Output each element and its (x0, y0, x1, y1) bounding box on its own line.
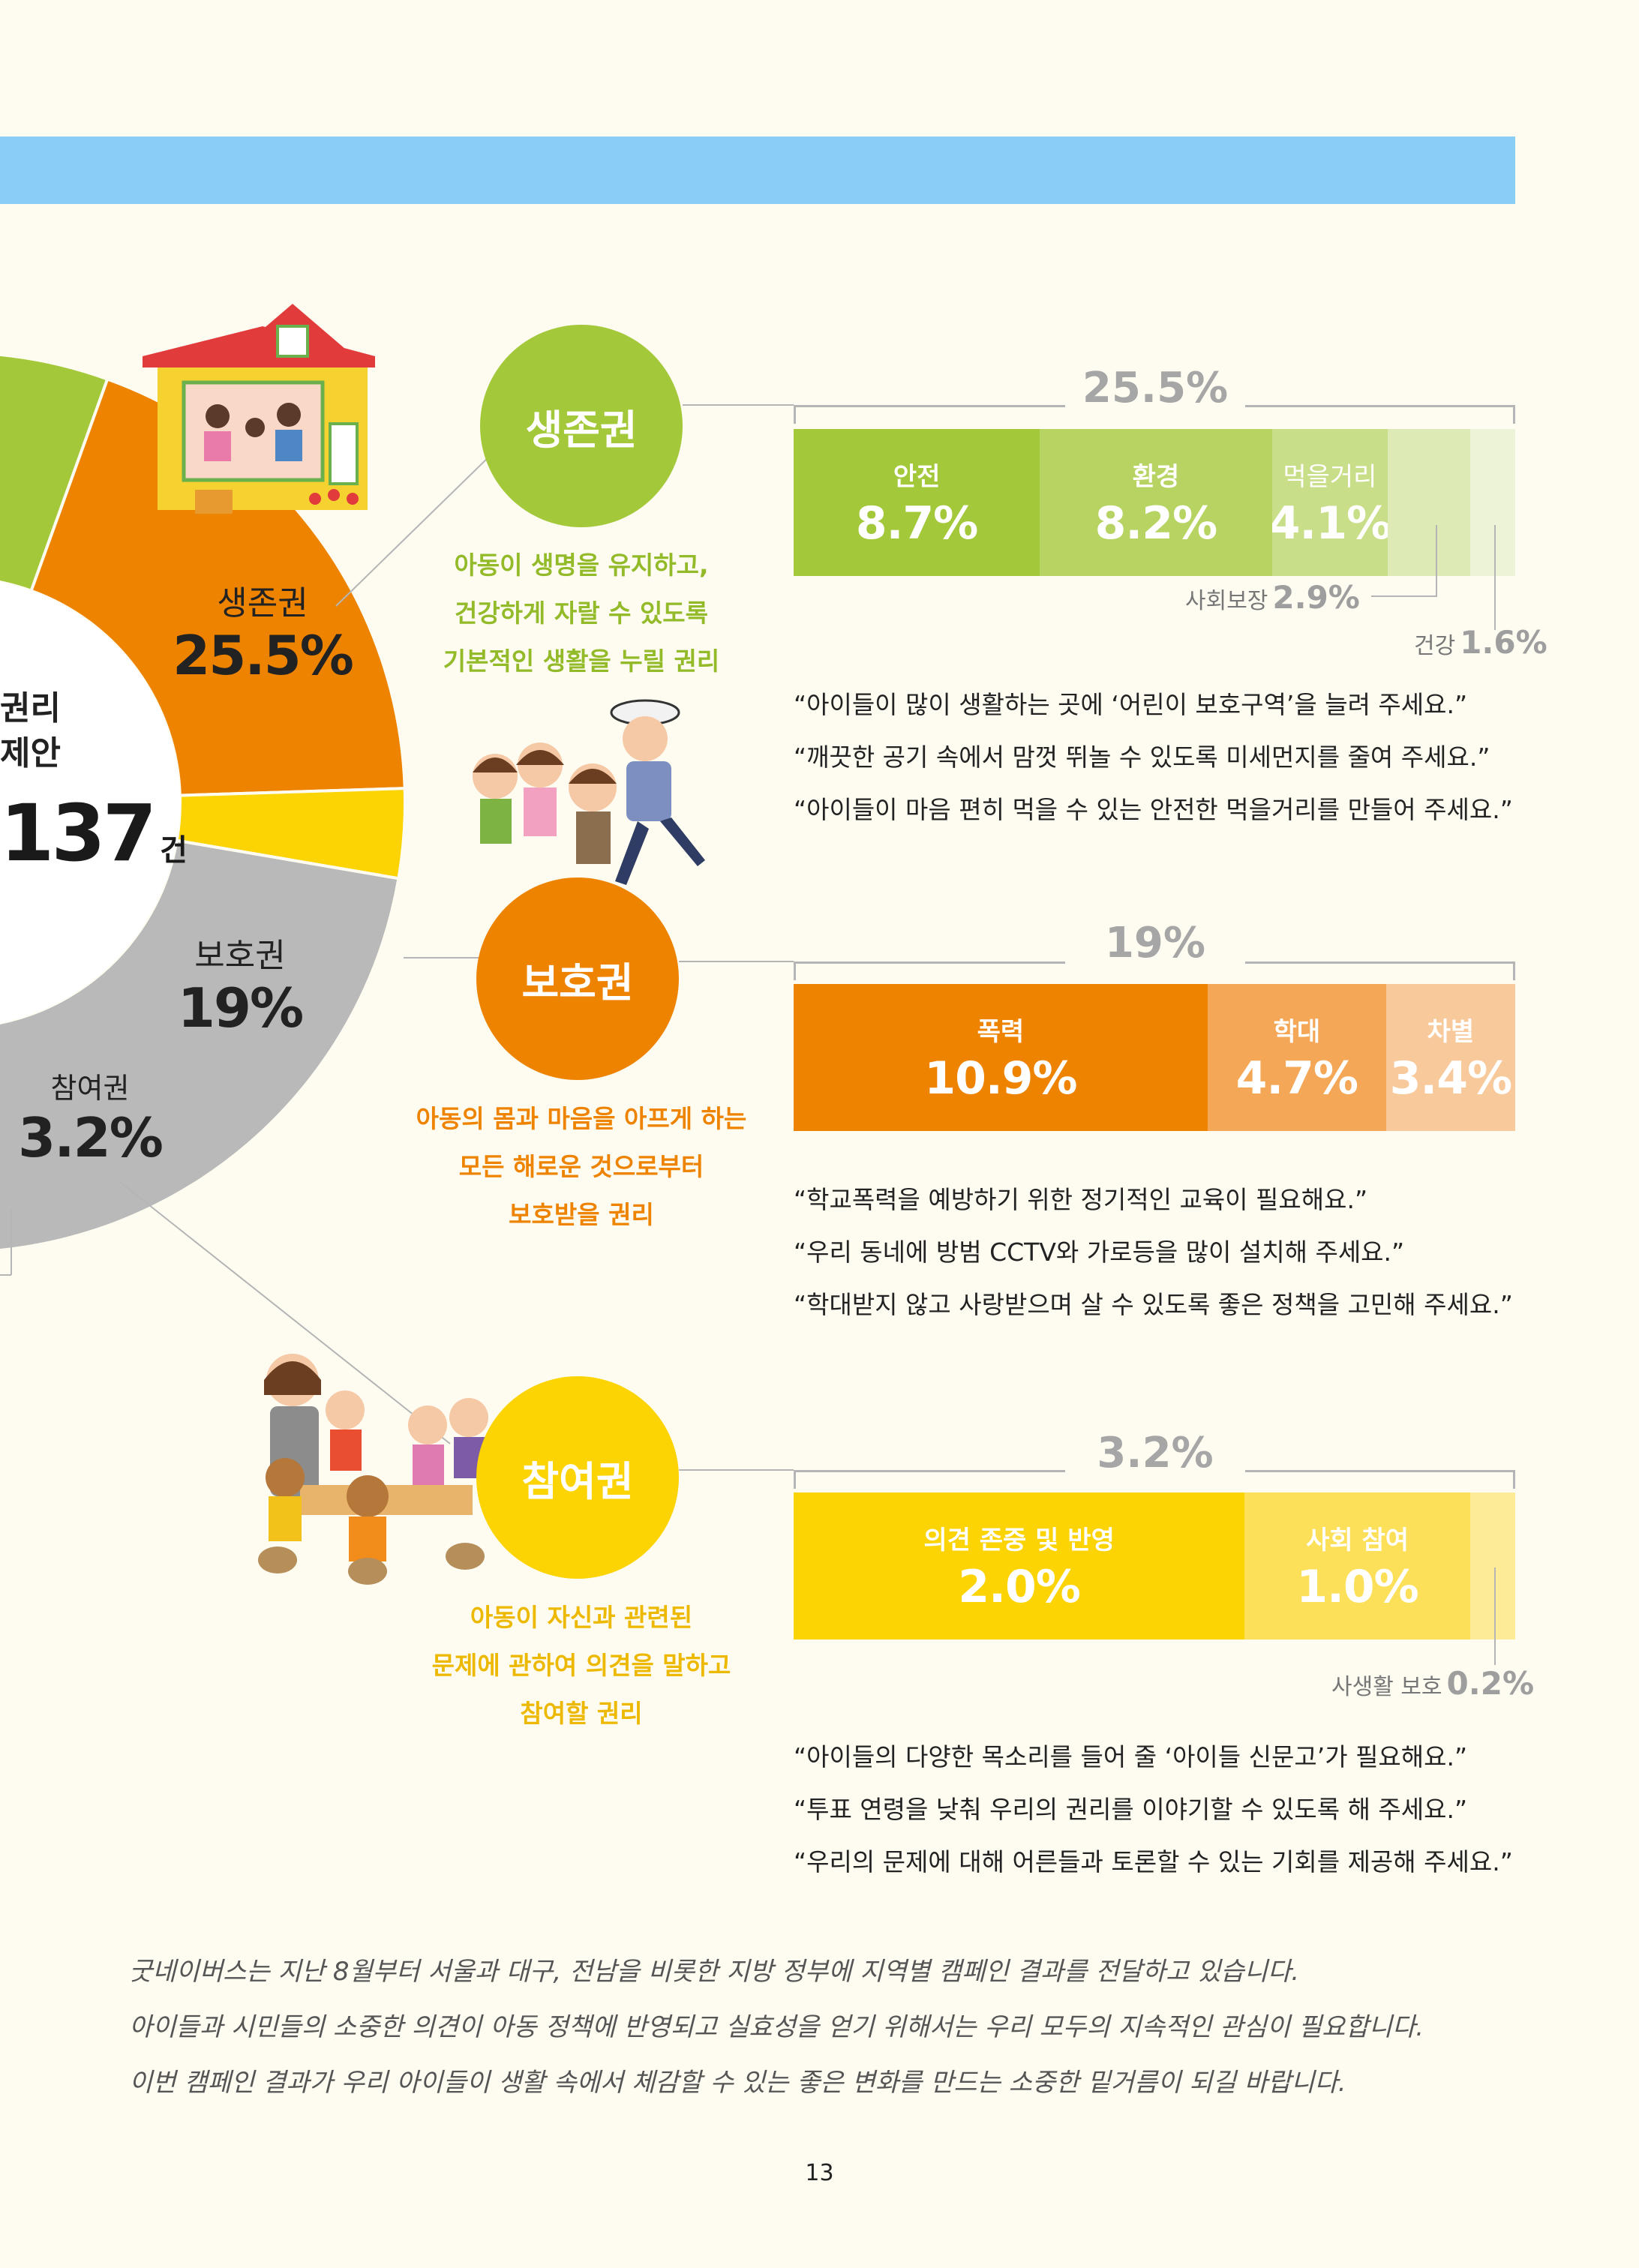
quotes-survival: “아이들이 많이 생활하는 곳에 ‘어린이 보호구역’을 늘려 주세요.” “깨… (794, 679, 1513, 836)
pie-label-protection-name: 보호권 (194, 937, 286, 975)
desc-participation-line: 아동이 자신과 관련된 (470, 1603, 693, 1632)
bar-segment: 학대 4.7% (1207, 984, 1386, 1131)
small-label-social-security-name: 사회보장 (1185, 588, 1268, 614)
desc-participation: 아동이 자신과 관련된 문제에 관하여 의견을 말하고 참여할 권리 (386, 1594, 776, 1738)
bar-segment: 환경 8.2% (1040, 429, 1272, 576)
small-label-health: 건강 1.6% (1414, 624, 1547, 661)
pie-label-protection-value: 19% (177, 976, 304, 1040)
footer-line: 이번 캠페인 결과가 우리 아이들이 생활 속에서 체감할 수 있는 좋은 변화… (129, 2068, 1346, 2098)
segment-label: 의견 존중 및 반영 (923, 1525, 1115, 1556)
desc-protection-line: 아동의 몸과 마음을 아프게 하는 (416, 1104, 747, 1133)
bar-segment: 폭력 10.9% (794, 984, 1208, 1131)
small-label-social-security: 사회보장 2.9% (1185, 579, 1360, 616)
desc-protection-line: 모든 해로운 것으로부터 (458, 1152, 704, 1181)
bar-survival: 안전 8.7% 환경 8.2% 먹을거리 4.1% (794, 429, 1515, 576)
pie-label-protection: 보호권 19% (158, 928, 323, 1040)
bar-segment (1388, 429, 1470, 576)
center-count-unit: 건 (160, 833, 188, 868)
quote: “아이들이 많이 생활하는 곳에 ‘어린이 보호구역’을 늘려 주세요.” (794, 690, 1468, 719)
quote: “학대받지 않고 사랑받으며 살 수 있도록 좋은 정책을 고민해 주세요.” (794, 1290, 1513, 1319)
segment-label: 사회 참여 (1306, 1525, 1409, 1556)
total-survival: 25.5% (1065, 364, 1245, 412)
pie-label-survival: 생존권 25.5% (173, 576, 354, 687)
circle-survival: 생존권 (480, 325, 683, 527)
bar-segment: 차별 3.4% (1385, 984, 1515, 1131)
segment-value: 4.7% (1235, 1052, 1358, 1105)
quote: “우리 동네에 방범 CCTV와 가로등을 많이 설치해 주세요.” (794, 1238, 1405, 1267)
bar-segment: 먹을거리 4.1% (1271, 429, 1388, 576)
segment-value: 10.9% (924, 1052, 1077, 1105)
segment-value: 1.0% (1296, 1560, 1418, 1613)
center-count-value: 137 (0, 788, 157, 879)
center-title: 권리 제안 (0, 686, 83, 776)
pie-label-survival-name: 생존권 (217, 584, 308, 622)
desc-protection-line: 보호받을 권리 (509, 1200, 654, 1229)
bar-segment (1469, 1492, 1515, 1640)
bar-segment: 의견 존중 및 반영 2.0% (794, 1492, 1245, 1640)
segment-label: 차별 (1427, 1016, 1475, 1047)
circle-protection-label: 보호권 (521, 958, 634, 1006)
quote: “깨끗한 공기 속에서 맘껏 뛰놀 수 있도록 미세먼지를 줄여 주세요.” (794, 742, 1490, 772)
segment-value: 8.7% (855, 496, 978, 550)
desc-survival-line: 아동이 생명을 유지하고, (454, 550, 709, 580)
quotes-protection: “학교폭력을 예방하기 위한 정기적인 교육이 필요해요.” “우리 동네에 방… (794, 1174, 1513, 1331)
bar-participation: 의견 존중 및 반영 2.0% 사회 참여 1.0% (794, 1492, 1515, 1640)
circle-participation-label: 참여권 (521, 1457, 634, 1505)
center-title-text: 권리 제안 (0, 689, 61, 772)
total-protection: 19% (1065, 919, 1245, 968)
quote: “학교폭력을 예방하기 위한 정기적인 교육이 필요해요.” (794, 1185, 1368, 1214)
circle-survival-label: 생존권 (525, 406, 638, 454)
total-participation: 3.2% (1065, 1429, 1245, 1478)
small-label-privacy-name: 사생활 보호 (1331, 1674, 1442, 1700)
footer-text: 굿네이버스는 지난 8월부터 서울과 대구, 전남을 비롯한 지방 정부에 지역… (129, 1944, 1424, 2110)
circle-participation: 참여권 (476, 1376, 679, 1579)
segment-label: 폭력 (977, 1016, 1025, 1047)
children-police-illustration (473, 699, 705, 885)
circle-protection: 보호권 (476, 878, 679, 1080)
desc-survival-line: 건강하게 자랄 수 있도록 (454, 598, 709, 628)
footer-line: 아이들과 시민들의 소중한 의견이 아동 정책에 반영되고 실효성을 얻기 위해… (129, 2012, 1424, 2042)
bar-segment: 안전 8.7% (794, 429, 1040, 576)
pie-label-participation: 참여권 3.2% (15, 1065, 165, 1169)
header-band (0, 136, 1515, 204)
segment-value: 8.2% (1094, 496, 1217, 550)
pie-label-participation-value: 3.2% (18, 1106, 164, 1169)
quote: “아이들의 다양한 목소리를 들어 줄 ‘아이들 신문고’가 필요해요.” (794, 1742, 1468, 1772)
small-label-health-value: 1.6% (1460, 624, 1547, 661)
center-count: 137 건 (0, 788, 188, 879)
small-label-privacy: 사생활 보호 0.2% (1331, 1665, 1534, 1702)
segment-value: 2.0% (958, 1560, 1080, 1613)
small-label-privacy-value: 0.2% (1446, 1665, 1535, 1702)
quote: “투표 연령을 낮춰 우리의 권리를 이야기할 수 있도록 해 주세요.” (794, 1795, 1468, 1824)
pie-label-participation-name: 참여권 (50, 1072, 130, 1105)
bar-segment (1469, 429, 1515, 576)
quote: “아이들이 마음 편히 먹을 수 있는 안전한 먹을거리를 만들어 주세요.” (794, 795, 1513, 824)
segment-value: 4.1% (1271, 496, 1388, 550)
pie-label-survival-value: 25.5% (173, 624, 354, 687)
bar-protection: 폭력 10.9% 학대 4.7% 차별 3.4% (794, 984, 1515, 1131)
segment-label: 먹을거리 (1283, 461, 1377, 492)
quote: “우리의 문제에 대해 어른들과 토론할 수 있는 기회를 제공해 주세요.” (794, 1847, 1513, 1876)
small-label-health-name: 건강 (1414, 633, 1456, 659)
small-label-social-security-value: 2.9% (1272, 579, 1360, 616)
segment-value: 3.4% (1389, 1052, 1512, 1105)
desc-survival-line: 기본적인 생활을 누릴 권리 (443, 646, 720, 676)
desc-participation-line: 참여할 권리 (520, 1699, 643, 1728)
footer-line: 굿네이버스는 지난 8월부터 서울과 대구, 전남을 비롯한 지방 정부에 지역… (129, 1957, 1300, 1987)
segment-label: 학대 (1273, 1016, 1321, 1047)
house-illustration (143, 304, 375, 514)
segment-label: 환경 (1132, 461, 1180, 492)
bar-segment: 사회 참여 1.0% (1244, 1492, 1470, 1640)
segment-label: 안전 (893, 461, 941, 492)
desc-survival: 아동이 생명을 유지하고, 건강하게 자랄 수 있도록 기본적인 생활을 누릴 … (386, 542, 776, 686)
quotes-participation: “아이들의 다양한 목소리를 들어 줄 ‘아이들 신문고’가 필요해요.” “투… (794, 1731, 1513, 1888)
page-number: 13 (805, 2160, 834, 2186)
desc-participation-line: 문제에 관하여 의견을 말하고 (431, 1651, 731, 1680)
children-teacher-illustration (258, 1354, 488, 1585)
desc-protection: 아동의 몸과 마음을 아프게 하는 모든 해로운 것으로부터 보호받을 권리 (386, 1095, 776, 1239)
